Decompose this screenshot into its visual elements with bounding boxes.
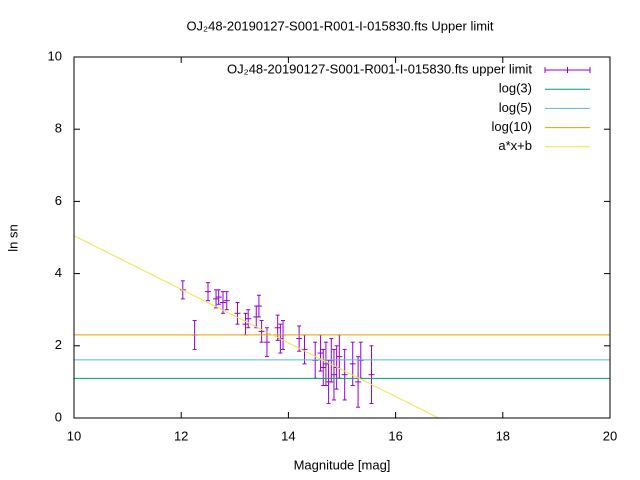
x-tick-label: 10 — [67, 428, 81, 443]
error-bar — [322, 341, 329, 387]
x-tick-label: 16 — [388, 428, 402, 443]
y-tick-label: 2 — [55, 337, 62, 352]
error-bar — [215, 289, 222, 305]
plot-area — [74, 235, 610, 418]
y-tick-label: 10 — [48, 48, 62, 63]
x-tick-label: 20 — [603, 428, 617, 443]
y-tick-label: 8 — [55, 121, 62, 136]
plot-border — [73, 56, 611, 419]
error-bar — [355, 356, 362, 408]
error-bar — [330, 348, 337, 401]
x-tick-label: 14 — [281, 428, 295, 443]
x-tick-label: 12 — [174, 428, 188, 443]
x-tick-label: 18 — [496, 428, 510, 443]
x-axis-label: Magnitude [mag] — [294, 457, 391, 472]
error-bar — [245, 309, 252, 329]
legend-label: OJ₂48-20190127-S001-R001-I-015830.fts up… — [227, 61, 532, 76]
y-tick-label: 4 — [55, 265, 62, 280]
error-bar — [223, 291, 230, 311]
error-bar — [349, 341, 356, 387]
error-bar — [258, 320, 265, 343]
error-bar — [274, 314, 281, 341]
error-bar — [205, 282, 211, 302]
legend-label: a*x+b — [498, 138, 532, 153]
y-tick-label: 6 — [55, 193, 62, 208]
legend-label: log(10) — [492, 119, 532, 134]
y-axis-label: ln sn — [5, 224, 20, 251]
chart-title: OJ₂48-20190127-S001-R001-I-015830.fts Up… — [186, 18, 493, 33]
error-bar — [242, 312, 249, 336]
error-bar — [296, 325, 303, 352]
legend-label: log(5) — [499, 100, 532, 115]
error-bar — [320, 348, 327, 387]
error-bar — [255, 294, 262, 318]
y-tick-label: 0 — [55, 409, 62, 424]
error-bar — [341, 348, 348, 401]
error-bar — [336, 334, 343, 379]
error-bar — [234, 301, 241, 325]
error-bar — [368, 345, 375, 405]
line-series — [74, 235, 439, 418]
error-bar — [317, 334, 324, 372]
legend-label: log(3) — [499, 81, 532, 96]
